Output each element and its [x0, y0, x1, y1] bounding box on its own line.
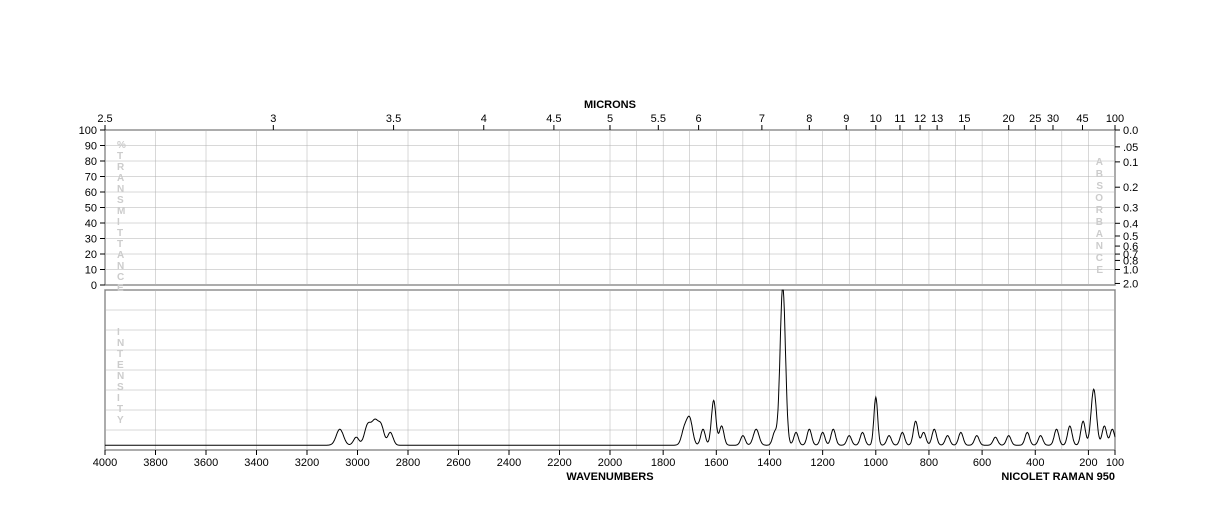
xtick-label: 1800: [651, 457, 675, 469]
watermark-letter: A: [1096, 229, 1103, 240]
watermark-letter: %: [117, 140, 126, 151]
ytick-left-label: 70: [85, 172, 97, 184]
watermark-letter: A: [1096, 157, 1103, 168]
watermark-letter: Y: [117, 415, 124, 426]
micron-label: 5: [607, 113, 613, 125]
xtick-label: 3800: [143, 457, 167, 469]
watermark-letter: I: [117, 217, 120, 228]
watermark-letter: I: [117, 327, 120, 338]
micron-label: 13: [931, 113, 943, 125]
ytick-left-label: 100: [79, 125, 97, 137]
micron-label: 4: [481, 113, 487, 125]
micron-label: 11: [894, 113, 905, 125]
watermark-letter: N: [117, 371, 124, 382]
ytick-left-label: 80: [85, 156, 97, 168]
xtick-label: 3000: [345, 457, 369, 469]
micron-label: 9: [843, 113, 849, 125]
micron-label: 10: [870, 113, 882, 125]
watermark-letter: M: [117, 206, 125, 217]
wavenumbers-title: WAVENUMBERS: [566, 471, 653, 483]
watermark-letter: S: [117, 195, 124, 206]
xtick-label: 1200: [810, 457, 834, 469]
watermark-letter: C: [117, 272, 124, 283]
xtick-label: 4000: [93, 457, 117, 469]
xtick-label: 2400: [497, 457, 521, 469]
watermark-letter: R: [1096, 205, 1104, 216]
watermark-letter: N: [117, 261, 124, 272]
ytick-left-label: 90: [85, 141, 97, 153]
ytick-right-label: 1.0: [1123, 265, 1138, 277]
micron-label: 25: [1029, 113, 1041, 125]
ytick-right-label: 0.3: [1123, 202, 1138, 214]
microns-title: MICRONS: [584, 99, 636, 111]
micron-label: 12: [914, 113, 926, 125]
micron-label: 2.5: [97, 113, 112, 125]
ytick-right-label: .05: [1123, 142, 1138, 154]
watermark-letter: S: [1096, 181, 1103, 192]
spectrum-svg: 4000380036003400320030002800260024002200…: [0, 0, 1224, 528]
xtick-label: 600: [973, 457, 991, 469]
watermark-letter: S: [117, 382, 124, 393]
ytick-left-label: 30: [85, 234, 97, 246]
watermark-letter: N: [117, 184, 124, 195]
xtick-label: 800: [920, 457, 938, 469]
micron-label: 7: [759, 113, 765, 125]
micron-label: 45: [1076, 113, 1088, 125]
xtick-label: 3600: [194, 457, 218, 469]
ytick-right-label: 0.0: [1123, 125, 1138, 137]
spectrum-container: 4000380036003400320030002800260024002200…: [0, 0, 1224, 528]
micron-label: 15: [958, 113, 970, 125]
watermark-letter: B: [1096, 217, 1103, 228]
xtick-label: 100: [1106, 457, 1124, 469]
watermark-letter: O: [1095, 193, 1103, 204]
xtick-label: 2600: [446, 457, 470, 469]
micron-label: 30: [1047, 113, 1059, 125]
watermark-letter: E: [117, 283, 124, 294]
ytick-left-label: 50: [85, 203, 97, 215]
xtick-label: 2000: [598, 457, 622, 469]
watermark-letter: N: [117, 338, 124, 349]
watermark-letter: T: [117, 404, 123, 415]
xtick-label: 3400: [244, 457, 268, 469]
micron-label: 20: [1003, 113, 1015, 125]
instrument-label: NICOLET RAMAN 950: [1001, 471, 1115, 483]
watermark-letter: N: [1096, 241, 1103, 252]
watermark-letter: B: [1096, 169, 1103, 180]
micron-label: 6: [696, 113, 702, 125]
watermark-letter: T: [117, 239, 123, 250]
ytick-left-label: 10: [85, 265, 97, 277]
micron-label: 4.5: [546, 113, 561, 125]
ytick-right-label: 0.1: [1123, 157, 1138, 169]
micron-label: 100: [1106, 113, 1124, 125]
watermark-letter: C: [1096, 253, 1103, 264]
watermark-letter: T: [117, 228, 123, 239]
watermark-letter: A: [117, 173, 124, 184]
xtick-label: 400: [1026, 457, 1044, 469]
watermark-letter: T: [117, 349, 123, 360]
watermark-letter: I: [117, 393, 120, 404]
micron-label: 5.5: [651, 113, 666, 125]
ytick-left-label: 40: [85, 218, 97, 230]
watermark-letter: R: [117, 162, 125, 173]
ytick-left-label: 0: [91, 280, 97, 292]
watermark-letter: A: [117, 250, 124, 261]
watermark-letter: E: [1096, 265, 1103, 276]
micron-label: 3: [270, 113, 276, 125]
ytick-left-label: 20: [85, 249, 97, 261]
xtick-label: 200: [1079, 457, 1097, 469]
watermark-letter: E: [117, 360, 124, 371]
micron-label: 3.5: [386, 113, 401, 125]
watermark-letter: T: [117, 151, 123, 162]
ytick-right-label: 0.4: [1123, 218, 1138, 230]
micron-label: 8: [806, 113, 812, 125]
xtick-label: 2200: [547, 457, 571, 469]
xtick-label: 1600: [704, 457, 728, 469]
xtick-label: 1400: [757, 457, 781, 469]
ytick-right-label: 2.0: [1123, 278, 1138, 290]
xtick-label: 1000: [864, 457, 888, 469]
ytick-left-label: 60: [85, 187, 97, 199]
xtick-label: 3200: [295, 457, 319, 469]
xtick-label: 2800: [396, 457, 420, 469]
ytick-right-label: 0.2: [1123, 182, 1138, 194]
